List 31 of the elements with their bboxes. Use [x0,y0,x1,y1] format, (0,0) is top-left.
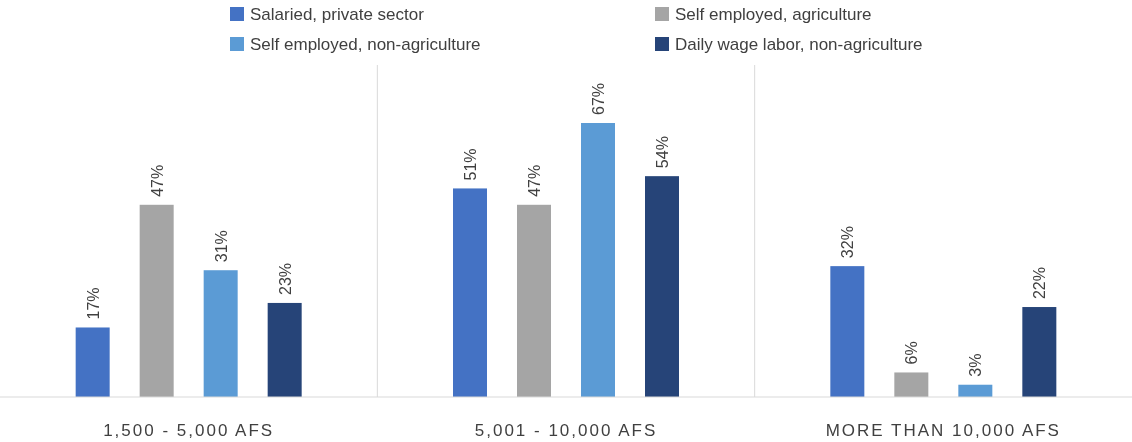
data-label: 47% [526,164,543,197]
data-label: 3% [967,353,985,377]
bar [581,123,615,397]
bar [517,204,551,397]
legend-label: Salaried, private sector [250,5,425,24]
data-label: 23% [276,262,294,295]
data-label: 22% [1031,267,1049,300]
bar [645,176,679,397]
bar [203,270,238,397]
x-tick-label: 1,500 - 5,000 AFS [103,421,275,440]
x-tick-label: 5,001 - 10,000 AFS [474,421,658,440]
data-label: 32% [839,226,857,259]
bar [139,204,174,397]
legend-label: Self employed, non-agriculture [250,35,481,54]
data-label: 47% [148,164,166,197]
bar [894,372,929,397]
legend-label: Daily wage labor, non-agriculture [675,35,923,54]
data-label: 51% [462,148,479,181]
bar [1022,307,1057,397]
bar [75,327,110,397]
bar [267,302,302,397]
data-label: 67% [590,82,607,115]
data-label: 31% [212,230,230,263]
data-label: 6% [903,341,921,365]
bar [830,266,865,397]
bar [453,188,487,397]
bar [958,384,993,397]
legend-label: Self employed, agriculture [675,5,872,24]
data-label: 17% [84,287,102,320]
data-label: 54% [654,136,671,169]
x-tick-label: MORE THAN 10,000 AFS [825,421,1061,440]
